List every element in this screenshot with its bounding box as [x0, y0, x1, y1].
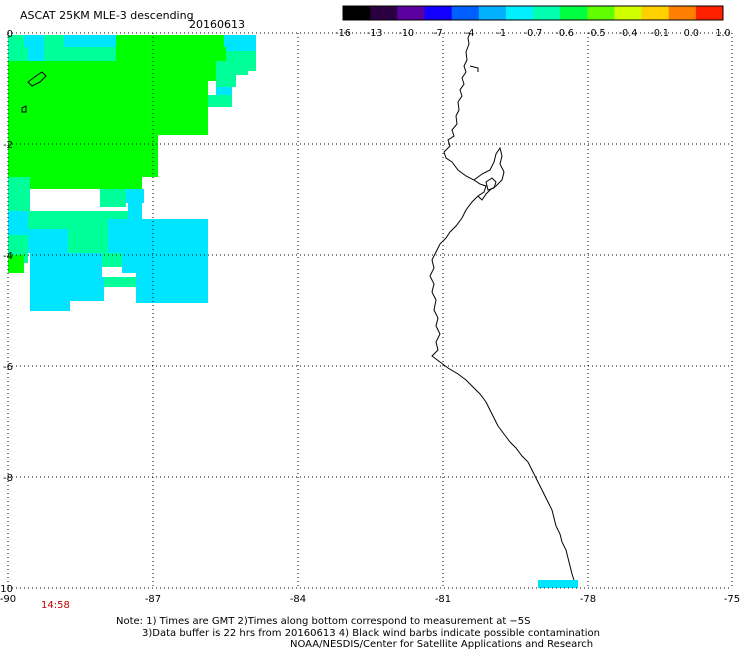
wind-cell	[116, 35, 224, 47]
wind-cell	[208, 95, 232, 107]
colorbar-label: -10	[399, 28, 415, 39]
wind-cell	[30, 253, 102, 277]
coastline-galapagos-2	[21, 105, 27, 113]
colorbar-swatch	[478, 6, 507, 20]
colorbar-swatch	[343, 6, 371, 20]
colorbar-swatch	[614, 6, 643, 20]
x-tick-label: -84	[290, 594, 306, 605]
colorbar-swatch	[451, 6, 480, 20]
wind-cell	[116, 47, 226, 61]
colorbar-swatch	[560, 6, 588, 20]
wind-cell	[44, 35, 64, 47]
coastline-islet-north	[469, 65, 479, 72]
x-tick-label: -81	[435, 594, 451, 605]
wind-cell	[30, 177, 142, 189]
x-tick-label: -75	[724, 594, 740, 605]
axis-labels: -90 -87 -84 -81 -78 -75 0 -2 -4 -6 -8 -10	[0, 29, 740, 605]
x-tick-label: -90	[0, 594, 16, 605]
wind-cell	[126, 189, 144, 203]
y-tick-label: -4	[3, 251, 13, 262]
wind-cell	[30, 277, 104, 301]
colorbar-label: -0.1	[650, 28, 669, 39]
colorbar-label: -16	[335, 28, 351, 39]
wind-cell	[8, 61, 116, 81]
y-tick-label: 0	[7, 29, 13, 40]
coastline-gulf	[473, 146, 505, 201]
note-line-1: Note: 1) Times are GMT 2)Times along bot…	[116, 616, 531, 627]
y-tick-label: -2	[3, 140, 13, 151]
coastline-galapagos-1	[27, 71, 47, 87]
wind-cell	[104, 277, 136, 287]
wind-cell	[122, 253, 136, 273]
colorbar-label: -13	[367, 28, 383, 39]
map-date: 20160613	[189, 18, 245, 31]
wind-cell	[136, 277, 208, 303]
colorbar-label: 0.0	[684, 28, 699, 39]
coastline-island	[485, 177, 497, 191]
colorbar-label: 1.0	[715, 28, 730, 39]
coastline	[21, 32, 575, 581]
wind-cell	[8, 255, 24, 273]
colorbar-swatch	[668, 6, 697, 20]
wind-cell	[64, 35, 94, 47]
wind-cell	[44, 47, 116, 61]
wind-cell	[8, 47, 28, 61]
note-line-3: NOAA/NESDIS/Center for Satellite Applica…	[290, 639, 594, 650]
wind-cell	[158, 127, 208, 135]
wind-cell	[8, 177, 30, 211]
wind-cell	[24, 35, 44, 47]
wind-cell	[224, 35, 256, 51]
coastline-mainland	[429, 32, 575, 581]
colorbar-swatch	[370, 6, 398, 20]
wind-cell	[538, 580, 578, 588]
colorbar-swatch	[533, 6, 561, 20]
wind-cell	[8, 81, 208, 101]
colorbar-swatch	[641, 6, 670, 20]
x-tick-label: -87	[145, 594, 161, 605]
wind-cell	[68, 229, 108, 253]
wind-cell	[28, 211, 68, 229]
wind-cell	[8, 211, 28, 235]
wind-cell	[102, 253, 122, 267]
colorbar	[342, 5, 724, 21]
wind-cell	[216, 75, 236, 87]
colorbar-swatch	[397, 6, 425, 20]
wind-cell	[8, 127, 158, 177]
note-line-2: 3)Data buffer is 22 hrs from 20160613 4)…	[142, 628, 600, 639]
wind-cell	[8, 101, 208, 127]
colorbar-frame	[342, 5, 724, 21]
wind-cell	[30, 301, 70, 311]
colorbar-label: -7	[433, 28, 442, 39]
wind-data-cells	[8, 35, 578, 588]
colorbar-swatch	[695, 6, 724, 20]
wind-cell	[128, 203, 142, 219]
y-tick-label: -8	[3, 473, 13, 484]
y-tick-label: -6	[3, 362, 13, 373]
observation-time: 14:58	[41, 600, 70, 611]
colorbar-swatch	[587, 6, 615, 20]
map-title: ASCAT 25KM MLE-3 descending	[20, 9, 194, 22]
colorbar-swatch	[424, 6, 453, 20]
wind-cell	[116, 61, 216, 81]
colorbar-swatch	[505, 6, 534, 20]
grid-lines	[7, 32, 733, 589]
wind-cell	[8, 35, 24, 47]
x-tick-label: -78	[580, 594, 596, 605]
wind-cell	[28, 47, 44, 61]
wind-cell	[28, 229, 68, 253]
wind-cell	[100, 189, 126, 207]
wind-cell	[142, 219, 208, 247]
wind-cell	[216, 61, 248, 75]
wind-cell	[94, 35, 116, 47]
y-tick-label: -10	[0, 584, 13, 595]
wind-cell	[136, 247, 208, 277]
colorbar-label: -1	[497, 28, 506, 39]
